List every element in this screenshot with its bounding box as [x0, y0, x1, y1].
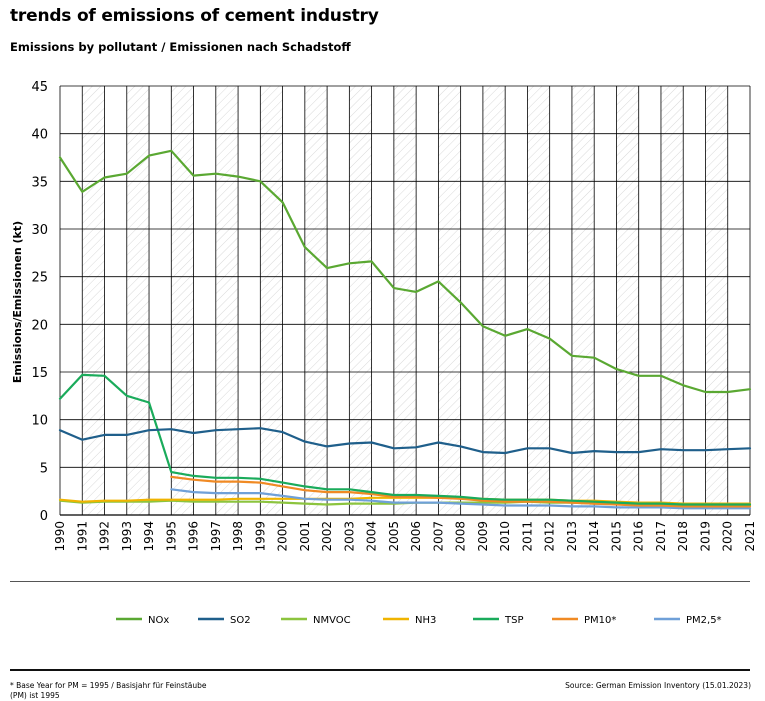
legend-label: TSP — [504, 615, 524, 626]
x-tick-label: 1997 — [209, 521, 223, 552]
line-chart: 0 5 10 15 20 25 30 35 40 45 1990 1991 1992 1993 1994 19… — [11, 80, 757, 552]
x-tick-label: 2014 — [587, 521, 601, 552]
y-tick-label: 15 — [31, 366, 48, 381]
series-line-pm2-5 — [170, 488, 752, 510]
source-note: Source: German Emission Inventory (15.01… — [565, 681, 751, 690]
legend-item: PM2,5* — [654, 615, 722, 626]
legend-item: NMVOC — [281, 615, 351, 626]
plot-band — [171, 86, 194, 515]
plot-band — [527, 86, 550, 515]
x-tick-label: 2019 — [698, 521, 712, 552]
x-tick-label: 1992 — [98, 521, 112, 552]
x-tick-label: 2006 — [409, 521, 423, 552]
legend-item: NH3 — [383, 615, 436, 626]
plot-band — [304, 86, 328, 515]
x-tick-label: 1995 — [164, 521, 178, 552]
x-tick-label: 2018 — [676, 521, 690, 552]
y-tick-label: 40 — [31, 128, 48, 143]
x-tick-label: 2021 — [743, 521, 757, 552]
plot-band — [260, 86, 283, 515]
series-line-so2 — [58, 427, 752, 455]
footnote: * Base Year for PM = 1995 / Basisjahr fü… — [10, 681, 207, 700]
legend-label: PM10* — [584, 615, 616, 626]
x-tick-label: 1996 — [187, 521, 201, 552]
x-tick-label: 2012 — [543, 521, 557, 552]
legend-label: NOx — [148, 615, 169, 626]
chart-subtitle: Emissions by pollutant / Emissionen nach… — [10, 40, 351, 54]
y-tick-label: 5 — [40, 461, 48, 476]
x-tick-label: 2007 — [431, 521, 445, 552]
chart-title: trends of emissions of cement industry — [10, 6, 379, 26]
plot-band — [349, 86, 372, 515]
series-line-nox — [58, 149, 752, 394]
y-tick-label: 0 — [40, 509, 48, 524]
plot-band — [126, 86, 150, 515]
x-tick-label: 2000 — [276, 521, 290, 552]
legend-item: SO2 — [198, 615, 251, 626]
x-tick-label: 2020 — [721, 521, 735, 552]
y-tick-label: 20 — [31, 318, 48, 333]
y-tick-label: 10 — [31, 414, 48, 429]
x-tick-label: 1993 — [120, 521, 134, 552]
x-tick-label: 1998 — [231, 521, 245, 552]
x-tick-label: 1991 — [75, 521, 89, 552]
y-tick-label: 35 — [31, 175, 48, 190]
x-tick-label: 2001 — [298, 521, 312, 552]
series-line-tsp — [58, 373, 752, 506]
legend-label: NH3 — [415, 615, 436, 626]
legend-separator — [10, 581, 750, 582]
x-tick-label: 2005 — [387, 521, 401, 552]
legend-label: SO2 — [230, 615, 251, 626]
x-tick-label: 1990 — [53, 521, 67, 552]
x-tick-label: 2004 — [365, 521, 379, 552]
legend: NOx SO2 NMVOC NH3 TSP PM10* PM2,5* — [116, 615, 722, 626]
plot-band — [438, 86, 461, 515]
y-tick-label: 30 — [31, 223, 48, 238]
x-tick-label: 2002 — [320, 521, 334, 552]
legend-item: NOx — [116, 615, 169, 626]
plot-band — [393, 86, 417, 515]
x-tick-label: 2016 — [632, 521, 646, 552]
x-tick-label: 2011 — [520, 521, 534, 552]
x-tick-label: 2003 — [342, 521, 356, 552]
x-tick-label: 2017 — [654, 521, 668, 552]
footer-separator — [10, 669, 750, 671]
legend-label: PM2,5* — [686, 615, 722, 626]
plot-band — [571, 86, 595, 515]
x-tick-label: 2010 — [498, 521, 512, 552]
legend-item: PM10* — [552, 615, 616, 626]
x-tick-label: 2013 — [565, 521, 579, 552]
x-tick-label: 1999 — [253, 521, 267, 552]
y-tick-label: 45 — [31, 80, 48, 95]
plot-band — [215, 86, 239, 515]
y-axis-label: Emissions/Emissionen (kt) — [11, 221, 24, 383]
y-tick-label: 25 — [31, 271, 48, 286]
plot-band — [705, 86, 728, 515]
x-tick-label: 1994 — [142, 521, 156, 552]
plot-band — [482, 86, 506, 515]
x-tick-label: 2009 — [476, 521, 490, 552]
legend-label: NMVOC — [313, 615, 351, 626]
plot-band — [660, 86, 684, 515]
series-line-pm10 — [170, 475, 752, 508]
plot-band — [616, 86, 639, 515]
plot-band — [82, 86, 105, 515]
x-tick-label: 2008 — [454, 521, 468, 552]
x-tick-label: 2015 — [609, 521, 623, 552]
legend-item: TSP — [473, 615, 524, 626]
